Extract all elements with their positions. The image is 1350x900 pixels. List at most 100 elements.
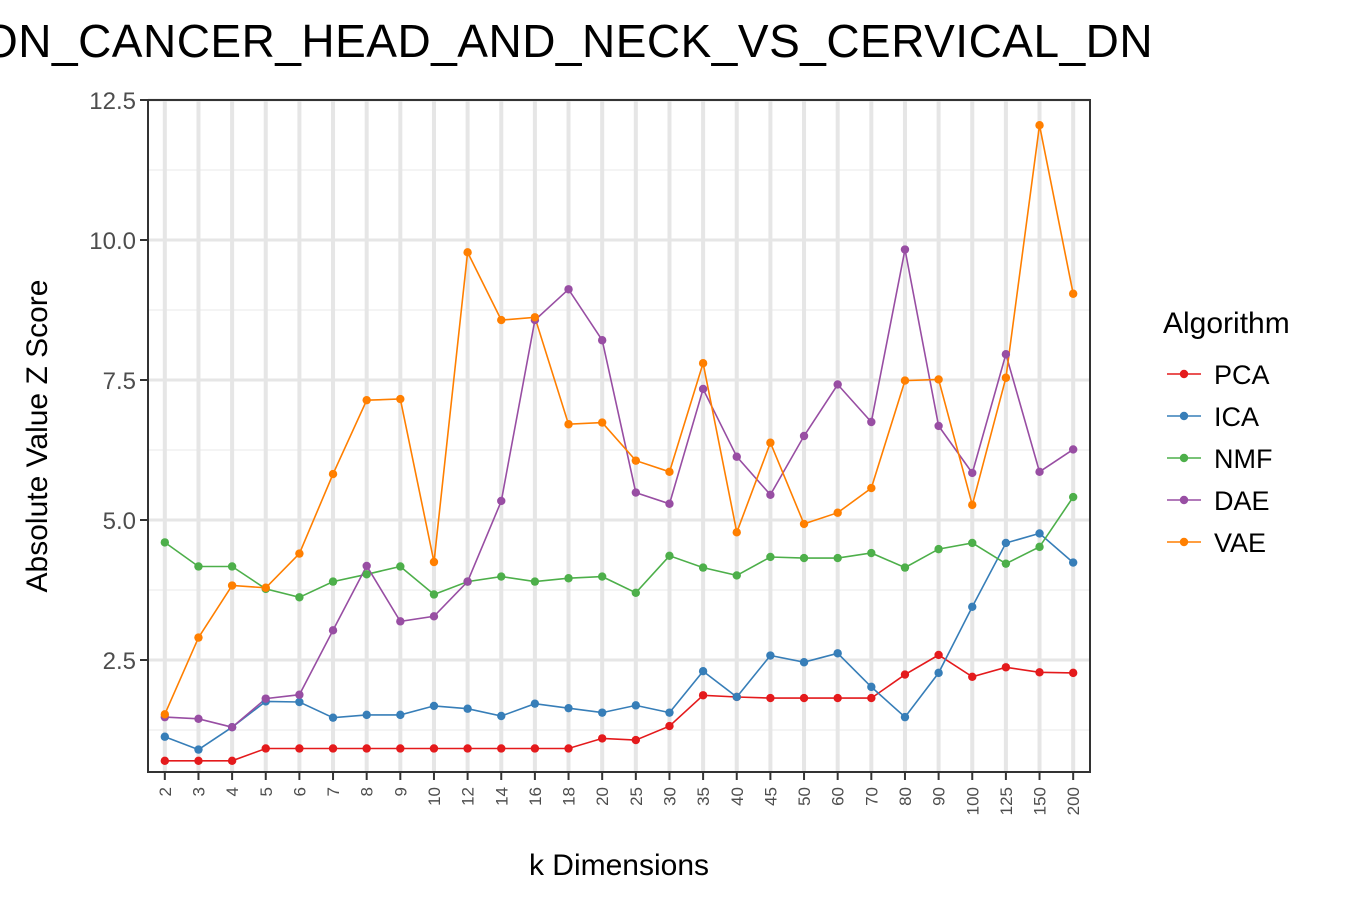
data-point-vae	[194, 633, 203, 642]
data-point-dae	[463, 577, 472, 586]
legend-item-vae: VAE	[1167, 528, 1266, 558]
data-point-dae	[1068, 445, 1078, 454]
legend-key-point	[1179, 537, 1189, 547]
data-point-vae	[698, 359, 708, 368]
data-point-pca	[968, 672, 977, 681]
data-point-vae	[328, 469, 338, 479]
data-point-vae	[934, 375, 943, 384]
x-tick-label: 200	[1064, 787, 1083, 815]
legend-label: NMF	[1214, 444, 1272, 474]
data-point-ica	[597, 708, 607, 717]
data-point-dae	[732, 452, 741, 461]
data-point-pca	[1001, 663, 1011, 672]
data-point-vae	[429, 557, 439, 567]
data-point-ica	[766, 651, 775, 660]
x-tick-label: 70	[862, 787, 881, 806]
x-tick-label: 125	[997, 787, 1016, 815]
data-point-dae	[698, 384, 708, 394]
data-point-ica	[328, 713, 338, 722]
data-point-pca	[328, 744, 338, 753]
data-point-dae	[766, 490, 775, 499]
data-point-pca	[497, 744, 506, 753]
series-line-vae	[164, 125, 1074, 715]
data-point-vae	[362, 395, 371, 405]
data-point-vae	[295, 549, 304, 558]
x-tick-label: 60	[829, 787, 848, 806]
data-point-dae	[597, 336, 607, 345]
data-point-pca	[833, 693, 842, 703]
data-point-vae	[160, 710, 170, 719]
data-point-dae	[631, 488, 641, 497]
y-tick-label: 5.0	[103, 508, 136, 535]
data-point-vae	[766, 438, 775, 447]
y-axis-title: Absolute Value Z Score	[21, 280, 54, 593]
legend-key-point	[1179, 411, 1189, 421]
data-point-ica	[698, 667, 708, 676]
x-tick-label: 16	[526, 787, 545, 806]
data-point-dae	[900, 245, 910, 254]
x-tick-label: 35	[694, 787, 713, 806]
data-point-vae	[597, 418, 607, 427]
y-tick-label: 12.5	[89, 88, 136, 115]
data-point-nmf	[1068, 492, 1078, 502]
data-point-vae	[833, 508, 842, 517]
data-point-nmf	[597, 572, 607, 581]
data-point-ica	[160, 732, 170, 741]
legend-item-nmf: NMF	[1167, 444, 1272, 474]
data-point-vae	[867, 483, 876, 493]
legend-label: ICA	[1214, 402, 1259, 432]
legend-key-point	[1179, 453, 1189, 463]
legend-label: VAE	[1214, 528, 1266, 558]
data-point-nmf	[799, 553, 809, 563]
x-tick-label: 100	[963, 787, 982, 815]
data-point-dae	[295, 690, 304, 699]
data-point-nmf	[194, 562, 203, 571]
data-point-nmf	[665, 551, 674, 561]
data-point-pca	[463, 744, 472, 753]
data-point-nmf	[362, 570, 371, 579]
data-point-vae	[227, 581, 237, 590]
series-line-ica	[164, 532, 1074, 751]
data-point-vae	[1001, 373, 1011, 382]
data-point-nmf	[295, 593, 304, 602]
data-point-nmf	[766, 552, 775, 562]
legend-label: PCA	[1214, 360, 1270, 390]
data-point-vae	[1035, 121, 1044, 130]
data-point-vae	[463, 248, 472, 257]
data-point-nmf	[732, 571, 741, 580]
data-point-nmf	[698, 563, 708, 572]
data-point-vae	[261, 583, 270, 592]
data-point-vae	[564, 420, 573, 429]
data-point-pca	[160, 756, 170, 765]
x-tick-label: 25	[627, 787, 646, 806]
data-point-pca	[530, 744, 540, 753]
data-point-dae	[1035, 467, 1044, 477]
x-tick-label: 4	[223, 787, 242, 796]
x-tick-label: 20	[593, 787, 612, 806]
data-point-ica	[463, 704, 472, 713]
x-tick-label: 2	[156, 787, 175, 796]
y-axis: 2.5 5.0 7.5 10.0 12.5	[89, 88, 148, 675]
data-point-nmf	[631, 588, 641, 597]
data-point-ica	[934, 668, 943, 678]
data-point-ica	[396, 710, 405, 720]
x-tick-label: 10	[425, 787, 444, 806]
data-point-ica	[362, 710, 371, 720]
data-point-dae	[564, 285, 573, 294]
data-point-ica	[799, 658, 809, 667]
x-tick-label: 45	[761, 787, 780, 806]
data-point-dae	[665, 499, 674, 508]
data-point-pca	[362, 744, 371, 753]
data-point-nmf	[833, 553, 842, 563]
data-point-nmf	[934, 544, 943, 554]
data-point-pca	[429, 744, 439, 753]
series-layer	[160, 121, 1078, 765]
grid	[148, 98, 1090, 772]
data-point-pca	[295, 744, 304, 753]
data-point-ica	[497, 711, 506, 721]
x-tick-label: 8	[358, 787, 377, 796]
data-point-pca	[631, 735, 641, 745]
data-point-nmf	[867, 548, 876, 558]
y-tick-label: 10.0	[89, 228, 136, 255]
